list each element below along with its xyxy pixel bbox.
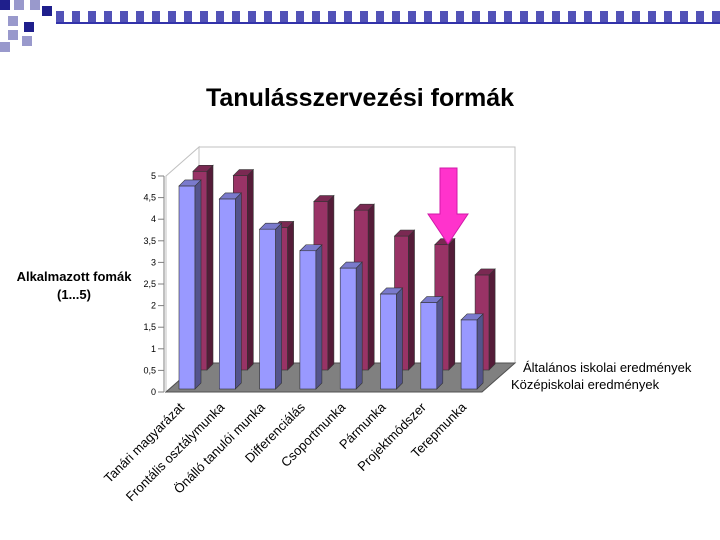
bar-front-2-top: [218, 192, 243, 200]
legend-entry-2: Középiskolai eredmények: [511, 377, 660, 392]
bar-back-5-top: [353, 203, 375, 211]
bar-front-3-side: [275, 222, 282, 390]
bar-front-6: [379, 287, 404, 390]
corner-square-3: [30, 0, 40, 10]
bar-front-6-side: [396, 287, 403, 390]
bar-front-3-top: [258, 222, 283, 230]
bar-front-2-side: [235, 192, 242, 390]
bar-front-6-front: [380, 293, 397, 390]
bar-front-8-front: [460, 319, 478, 390]
bar-back-1-side: [206, 164, 214, 371]
y-tick-label: 5: [151, 171, 156, 181]
bar-front-3-front: [259, 228, 276, 390]
y-axis-label: Alkalmazott fomák (1...5): [6, 268, 142, 304]
bar-front-5-side: [355, 261, 363, 390]
bar-front-2-front: [219, 198, 236, 390]
y-axis-label-line2: (1...5): [57, 287, 91, 302]
bar-front-8-side: [476, 313, 484, 390]
bar-front-5-top: [339, 261, 363, 269]
top-checker-strip: [56, 11, 720, 22]
bar-back-5-side: [367, 203, 375, 371]
y-tick-label: 2,5: [143, 279, 156, 289]
bar-back-4-side: [327, 194, 335, 371]
bar-front-8: [460, 313, 484, 390]
bar-front-6-top: [379, 287, 404, 295]
bar-back-4-top: [313, 195, 335, 202]
bar-front-7-front: [420, 302, 438, 390]
bar-front-4-top: [299, 244, 323, 252]
corner-square-5: [8, 16, 18, 26]
bar-front-4-side: [315, 244, 323, 390]
y-tick-label: 4: [151, 214, 156, 224]
bar-back-7-side: [448, 237, 456, 371]
y-tick-label: 1: [151, 344, 156, 354]
y-tick-label: 4,5: [143, 193, 156, 203]
bar-back-8-side: [488, 268, 496, 371]
bar-front-7-side: [436, 295, 444, 390]
bar-front-1-side: [194, 179, 202, 390]
bar-front-4: [299, 244, 323, 390]
y-tick-label: 3: [151, 257, 156, 267]
y-tick-label: 1,5: [143, 322, 156, 332]
bar-front-7: [420, 295, 444, 390]
y-tick-label: 2: [151, 301, 156, 311]
bar-back-2-top: [232, 169, 255, 176]
bar-front-1: [178, 179, 202, 390]
bar-back-6-side: [408, 229, 415, 371]
corner-square-6: [24, 22, 34, 32]
bar-front-4-front: [299, 250, 317, 390]
bar-front-8-top: [460, 313, 484, 321]
corner-square-8: [22, 36, 32, 46]
bar-front-7-top: [420, 296, 444, 303]
y-tick-label: 0,5: [143, 365, 156, 375]
bar-front-2: [218, 192, 243, 390]
bar-back-6-top: [393, 229, 416, 237]
corner-square-1: [0, 0, 10, 10]
y-axis-label-line1: Alkalmazott fomák: [16, 269, 132, 284]
bar-back-1-top: [192, 164, 214, 172]
bar-front-1-top: [178, 179, 202, 187]
bar-front-3: [258, 222, 283, 390]
bar-front-5-front: [339, 267, 357, 390]
corner-square-7: [8, 30, 18, 40]
bar-back-2-side: [247, 168, 254, 371]
corner-square-4: [42, 6, 52, 16]
x-tick-label: Projektmódszer: [354, 399, 429, 474]
corner-square-2: [14, 0, 24, 10]
bar-front-5: [339, 261, 363, 390]
legend-entry-1: Általános iskolai eredmények: [523, 360, 692, 375]
bar-front-1-front: [178, 185, 196, 390]
highlight-arrow-icon: [427, 167, 469, 245]
bar-back-3-side: [287, 220, 294, 371]
top-rule: [56, 22, 720, 24]
y-tick-label: 0: [151, 387, 156, 397]
corner-square-9: [0, 42, 10, 52]
chart-title: Tanulásszervezési formák: [205, 84, 515, 112]
bar-back-8-top: [474, 268, 496, 276]
y-tick-label: 3,5: [143, 236, 156, 246]
